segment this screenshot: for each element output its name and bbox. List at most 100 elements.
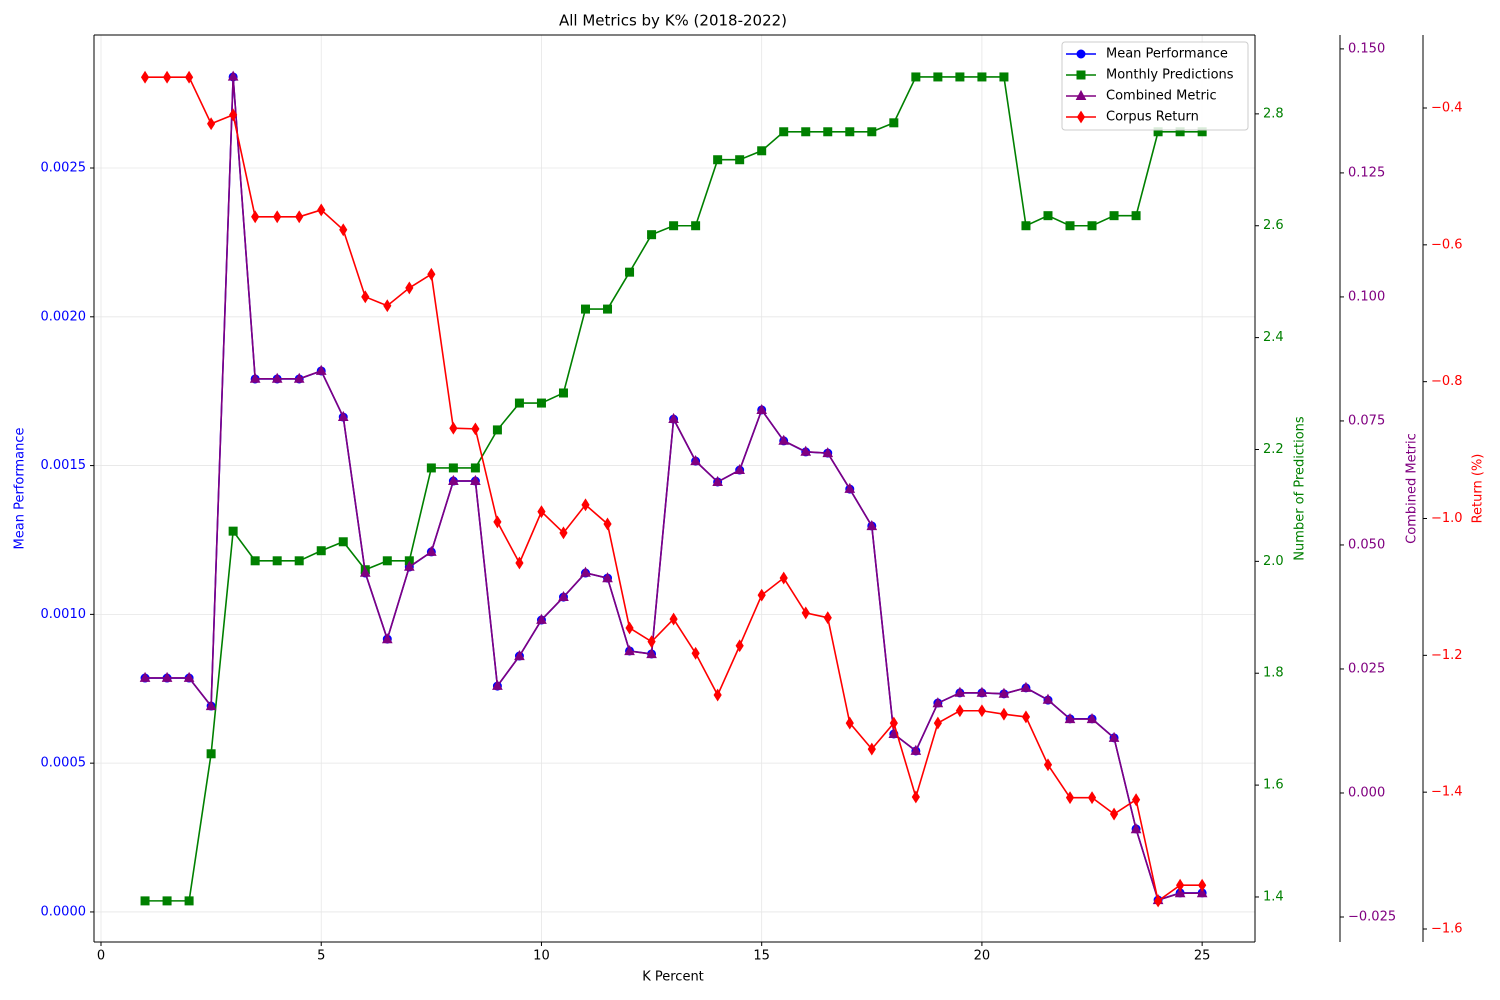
marker [976,686,988,697]
marker [1065,791,1075,805]
marker [1198,878,1207,892]
y-axis-label: Mean Performance [13,428,28,550]
marker [1021,710,1031,724]
marker [603,517,612,531]
y-tick-label: 0.125 [1348,165,1385,180]
marker [1043,211,1053,221]
x-tick-label: 20 [974,949,991,964]
marker [295,210,304,224]
legend-box [1061,41,1249,131]
marker [1076,70,1086,80]
y-axis-label: Number of Predictions [1293,416,1308,561]
chart-title: All Metrics by K% (2018-2022) [559,12,787,30]
y-tick-label: −1.4 [1431,785,1463,800]
y-tick-label: −0.025 [1348,909,1396,924]
marker [273,210,282,224]
y-tick-label: 0.025 [1348,661,1385,676]
marker [1087,791,1097,805]
y-tick-label: 1.8 [1263,666,1284,681]
marker [359,566,371,577]
marker [998,687,1010,698]
y-tick-label: 1.4 [1263,889,1284,904]
marker [713,155,723,165]
marker [977,72,987,82]
marker [889,716,898,730]
marker [845,127,855,137]
y-tick-label: 2.2 [1263,442,1284,457]
marker [845,716,854,730]
marker [383,299,392,313]
y-tick-label: 2.6 [1263,218,1284,233]
marker [206,749,216,759]
marker [207,117,216,131]
marker [1109,807,1119,821]
marker [999,707,1009,721]
marker [910,744,922,755]
y-tick-label: 0.0000 [41,904,87,919]
marker [449,421,458,435]
marker [426,545,437,556]
y-tick-label: 0.0005 [41,756,87,771]
marker [251,210,260,224]
marker [162,896,172,906]
marker [624,645,635,656]
marker [1075,89,1087,100]
x-tick-label: 15 [753,949,770,964]
marker [492,679,503,690]
marker [647,635,656,649]
marker [316,546,326,556]
marker [757,588,766,602]
x-tick-label: 5 [317,949,325,964]
y-tick-label: 0.0015 [41,458,87,473]
marker [933,72,943,82]
marker [1065,221,1075,231]
y-tick-label: −1.0 [1431,511,1463,526]
marker [140,896,150,906]
y-tick-label: 0.150 [1348,41,1385,56]
marker [581,304,591,314]
y-tick-label: 0.050 [1348,537,1385,552]
marker [139,671,151,682]
marker [515,556,524,570]
marker [603,304,613,314]
marker [1130,823,1142,834]
marker [625,267,635,277]
marker [162,70,172,84]
marker [690,455,701,466]
marker [403,560,415,571]
marker [140,70,150,84]
marker [602,572,613,583]
marker [735,639,744,653]
marker [293,372,305,383]
marker [337,410,349,421]
marker [514,398,524,408]
marker [801,606,810,620]
marker [933,716,942,730]
y-tick-label: 0.0020 [41,309,87,324]
marker [1174,887,1186,898]
marker [932,697,944,708]
marker [866,520,878,531]
marker [536,613,547,624]
marker [183,671,195,682]
y-tick-label: 2.0 [1263,554,1284,569]
marker [778,434,790,445]
marker [911,790,920,804]
marker [492,425,502,435]
marker [713,688,722,702]
x-tick-label: 0 [97,949,105,964]
marker [470,474,481,485]
marker [1021,221,1031,231]
marker [801,127,811,137]
marker [405,281,414,295]
marker [1154,894,1163,908]
marker [448,463,458,473]
series [140,70,1207,908]
marker [691,646,700,660]
marker [250,556,260,566]
marker [977,704,987,718]
marker [1043,758,1053,772]
marker [185,70,194,84]
